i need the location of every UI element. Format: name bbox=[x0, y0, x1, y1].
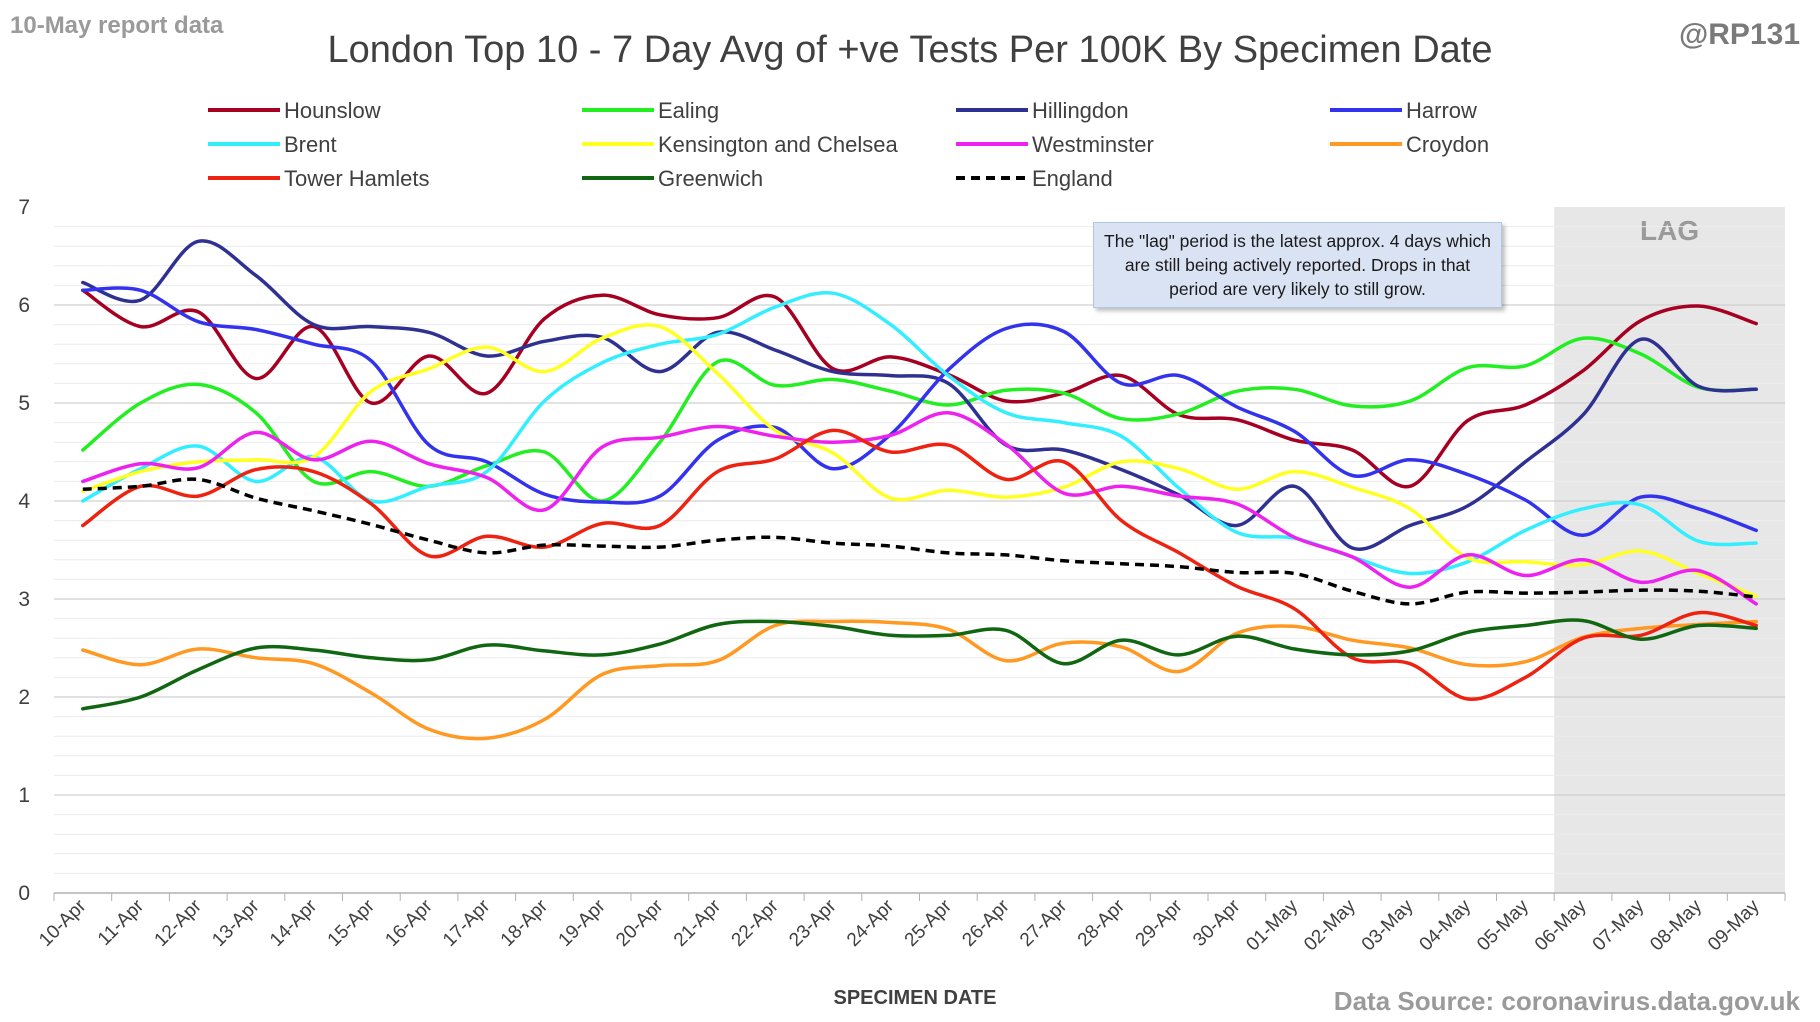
legend-label-greenwich: Greenwich bbox=[658, 166, 763, 191]
legend-label-harrow: Harrow bbox=[1406, 98, 1477, 123]
y-tick-label: 2 bbox=[18, 686, 30, 709]
series-line-croydon bbox=[81, 619, 1758, 741]
series-line-westminster bbox=[81, 411, 1758, 606]
report-date-label: 10-May report data bbox=[10, 12, 224, 39]
series-line-hounslow bbox=[81, 288, 1758, 489]
lag-region-label: LAG bbox=[1640, 215, 1699, 246]
chart-title: London Top 10 - 7 Day Avg of +ve Tests P… bbox=[327, 29, 1492, 71]
data-source-label: Data Source: coronavirus.data.gov.uk bbox=[1334, 986, 1801, 1016]
series-line-ealing bbox=[81, 336, 1758, 503]
legend-label-brent: Brent bbox=[284, 132, 337, 157]
legend-label-hillingdon: Hillingdon bbox=[1032, 98, 1129, 123]
y-tick-label: 5 bbox=[18, 392, 30, 415]
y-tick-label: 4 bbox=[18, 490, 30, 513]
series-line-greenwich bbox=[81, 618, 1758, 711]
legend-label-ealing: Ealing bbox=[658, 98, 719, 123]
legend-label-croydon: Croydon bbox=[1406, 132, 1489, 157]
series-line-harrow bbox=[81, 286, 1758, 538]
series-line-tower-hamlets bbox=[81, 428, 1758, 701]
y-tick-label: 1 bbox=[18, 784, 30, 807]
series-lines bbox=[81, 239, 1758, 741]
legend-label-kensington-and-chelsea: Kensington and Chelsea bbox=[658, 132, 898, 157]
series-line-kensington-and-chelsea bbox=[81, 323, 1758, 598]
series-line-england bbox=[82, 477, 1757, 606]
legend-label-hounslow: Hounslow bbox=[284, 98, 381, 123]
series-line-brent bbox=[81, 290, 1758, 576]
x-axis-label: SPECIMEN DATE bbox=[834, 987, 997, 1009]
legend: Hounslow Ealing Hillingdon Harrow Brent Kensi… bbox=[208, 98, 1489, 191]
y-tick-label: 0 bbox=[18, 882, 30, 905]
legend-label-england: England bbox=[1032, 166, 1113, 191]
series-line-hillingdon bbox=[81, 239, 1758, 551]
legend-label-tower-hamlets: Tower Hamlets bbox=[284, 166, 429, 191]
y-tick-label: 6 bbox=[18, 294, 30, 317]
lag-note-callout: The "lag" period is the latest approx. 4… bbox=[1093, 222, 1502, 308]
y-tick-label: 7 bbox=[18, 196, 30, 219]
y-tick-label: 3 bbox=[18, 588, 30, 611]
author-handle: @RP131 bbox=[1679, 18, 1800, 51]
legend-label-westminster: Westminster bbox=[1032, 132, 1154, 157]
